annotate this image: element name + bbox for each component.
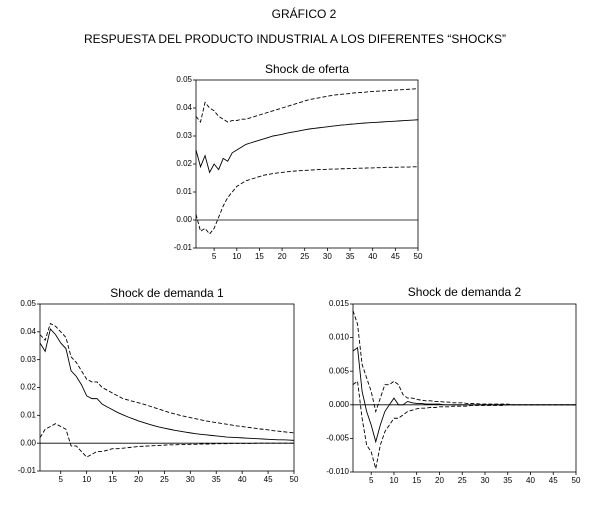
x-tick-label: 25 [458,476,467,485]
y-tick-label: 0.04 [20,327,36,336]
x-tick-label: 5 [369,476,374,485]
y-tick-label: 0.05 [176,75,192,84]
confidence-band [195,166,418,235]
x-tick-label: 40 [238,475,247,484]
x-tick-label: 35 [212,475,221,484]
confidence-band [39,423,294,458]
x-tick-label: 20 [278,252,287,261]
x-tick-label: 35 [503,476,512,485]
x-tick-label: 45 [549,476,558,485]
panel-title: Shock de demanda 2 [408,285,522,299]
response-line [39,328,295,441]
x-tick-label: 50 [290,475,299,484]
x-tick-label: 25 [300,252,309,261]
y-tick-label: 0.05 [20,299,36,308]
y-tick-label: 0.005 [329,366,350,375]
x-tick-label: 5 [59,475,64,484]
figure-subtitle: RESPUESTA DEL PRODUCTO INDUSTRIAL A LOS … [84,32,506,46]
x-tick-label: 20 [134,475,143,484]
y-tick-label: 0.01 [20,410,36,419]
x-tick-label: 15 [412,476,421,485]
x-tick-label: 15 [108,475,117,484]
x-tick-label: 5 [212,252,217,261]
plot-frame [352,303,577,473]
x-tick-label: 20 [435,476,444,485]
y-tick-label: 0.03 [176,131,192,140]
y-tick-label: 0.04 [176,103,192,112]
x-tick-label: 10 [82,475,91,484]
plot-frame [195,79,419,249]
x-tick-label: 40 [368,252,377,261]
x-tick-label: 30 [481,476,490,485]
y-tick-label: 0.010 [329,333,350,342]
x-tick-label: 40 [526,476,535,485]
y-tick-label: 0.000 [329,400,350,409]
x-tick-label: 10 [232,252,241,261]
x-tick-label: 30 [186,475,195,484]
x-tick-label: 50 [414,252,423,261]
y-tick-label: 0.01 [176,187,192,196]
figure-title: GRÁFICO 2 [272,6,337,21]
x-tick-label: 15 [255,252,264,261]
x-tick-label: 45 [391,252,400,261]
panel-title: Shock de demanda 1 [110,286,224,300]
y-tick-label: 0.02 [176,159,192,168]
x-tick-label: 45 [264,475,273,484]
panel-title: Shock de oferta [265,62,349,76]
y-tick-label: 0.02 [20,383,36,392]
x-tick-label: 35 [346,252,355,261]
y-tick-label: 0.00 [176,215,192,224]
confidence-band [195,88,419,124]
y-tick-label: 0.00 [20,438,36,447]
y-tick-label: -0.010 [326,467,349,476]
confidence-band [352,380,576,469]
response-line [352,346,576,444]
x-tick-label: 30 [323,252,332,261]
y-tick-label: -0.01 [174,243,193,252]
y-tick-label: -0.005 [326,434,349,443]
y-tick-label: 0.015 [329,299,350,308]
x-tick-label: 25 [160,475,169,484]
y-tick-label: 0.03 [20,355,36,364]
confidence-band [352,310,576,414]
plot-frame [39,303,295,472]
confidence-band [39,322,295,434]
x-tick-label: 50 [572,476,581,485]
response-line [195,119,419,174]
y-tick-label: -0.01 [18,466,37,475]
x-tick-label: 10 [390,476,399,485]
